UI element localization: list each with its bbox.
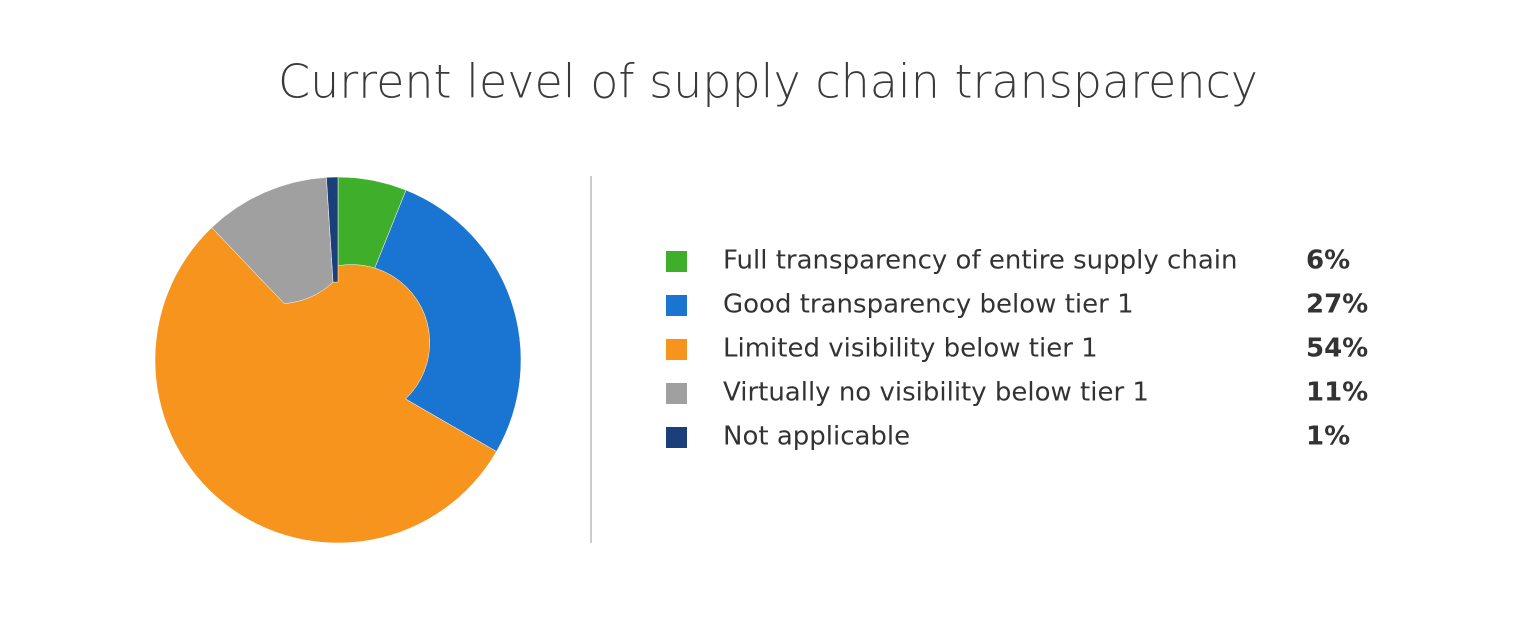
chart-title: Current level of supply chain transparen… <box>278 55 1258 109</box>
legend-label: Not applicable <box>723 422 910 452</box>
legend-label: Limited visibility below tier 1 <box>723 334 1098 364</box>
legend-label: Full transparency of entire supply chain <box>723 246 1237 276</box>
value-label: 6% <box>1306 246 1350 276</box>
legend-swatch <box>666 339 687 360</box>
wedge <box>326 176 339 283</box>
wedge <box>154 227 497 544</box>
legend-swatch <box>666 427 687 448</box>
value-label: 11% <box>1306 378 1368 408</box>
legend-swatch <box>666 295 687 316</box>
legend-label: Good transparency below tier 1 <box>723 290 1134 320</box>
value-label: 27% <box>1306 290 1368 320</box>
value-label: 1% <box>1306 422 1350 452</box>
legend-swatch <box>666 251 687 272</box>
legend-label: Virtually no visibility below tier 1 <box>723 378 1149 408</box>
legend-swatch <box>666 383 687 404</box>
value-label: 54% <box>1306 334 1368 364</box>
